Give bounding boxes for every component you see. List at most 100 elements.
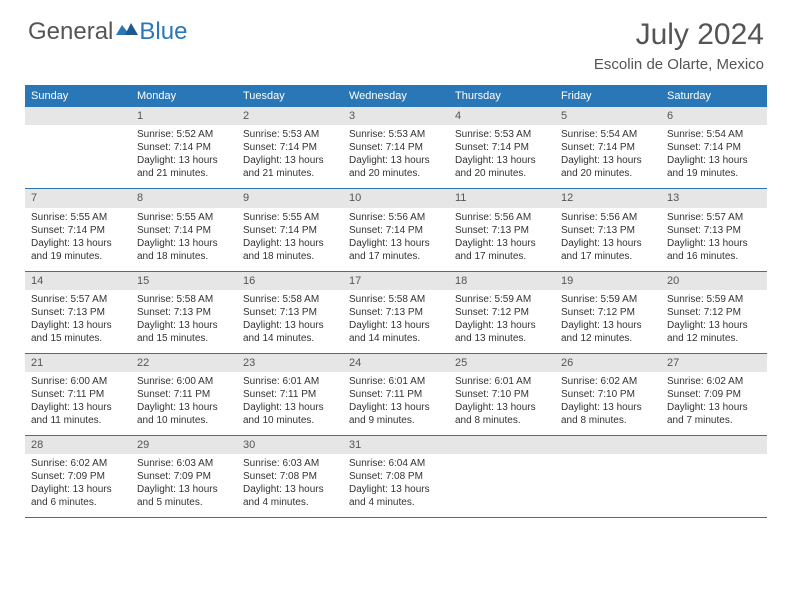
day-sunset: Sunset: 7:14 PM [243,141,337,154]
week-row: 7Sunrise: 5:55 AMSunset: 7:14 PMDaylight… [25,189,767,271]
day-info: Sunrise: 5:53 AMSunset: 7:14 PMDaylight:… [449,125,555,188]
calendar-table: Sunday Monday Tuesday Wednesday Thursday… [25,85,767,518]
day-number: 4 [449,107,555,125]
logo: General Blue [28,18,187,46]
day-header-row: Sunday Monday Tuesday Wednesday Thursday… [25,85,767,107]
day-sunrise: Sunrise: 5:55 AM [243,211,337,224]
day-info: Sunrise: 5:55 AMSunset: 7:14 PMDaylight:… [237,208,343,271]
day-sunrise: Sunrise: 6:02 AM [561,375,655,388]
day-info: Sunrise: 6:02 AMSunset: 7:10 PMDaylight:… [555,372,661,435]
day-daylight1: Daylight: 13 hours [561,237,655,250]
day-number: 26 [555,354,661,372]
day-sunset: Sunset: 7:13 PM [561,224,655,237]
day-daylight2: and 8 minutes. [561,414,655,427]
day-sunrise: Sunrise: 6:00 AM [137,375,231,388]
day-sunrise: Sunrise: 5:54 AM [667,128,761,141]
day-daylight1: Daylight: 13 hours [455,319,549,332]
day-sunrise: Sunrise: 5:55 AM [137,211,231,224]
logo-mark-icon [116,19,138,35]
day-sunset: Sunset: 7:13 PM [243,306,337,319]
day-info: Sunrise: 5:53 AMSunset: 7:14 PMDaylight:… [343,125,449,188]
day-daylight1: Daylight: 13 hours [667,319,761,332]
day-daylight1: Daylight: 13 hours [31,483,125,496]
day-daylight2: and 15 minutes. [137,332,231,345]
day-cell: 22Sunrise: 6:00 AMSunset: 7:11 PMDayligh… [131,353,237,435]
day-daylight1: Daylight: 13 hours [243,319,337,332]
day-header: Saturday [661,85,767,107]
day-sunrise: Sunrise: 5:53 AM [243,128,337,141]
day-sunrise: Sunrise: 6:02 AM [667,375,761,388]
day-daylight2: and 15 minutes. [31,332,125,345]
day-daylight2: and 19 minutes. [31,250,125,263]
week-row: 21Sunrise: 6:00 AMSunset: 7:11 PMDayligh… [25,353,767,435]
day-daylight2: and 14 minutes. [243,332,337,345]
day-daylight1: Daylight: 13 hours [137,319,231,332]
day-sunrise: Sunrise: 5:57 AM [31,293,125,306]
day-daylight2: and 21 minutes. [243,167,337,180]
day-sunrise: Sunrise: 5:56 AM [455,211,549,224]
day-daylight1: Daylight: 13 hours [349,319,443,332]
day-number: 25 [449,354,555,372]
day-info: Sunrise: 5:56 AMSunset: 7:13 PMDaylight:… [449,208,555,271]
day-sunset: Sunset: 7:14 PM [561,141,655,154]
day-sunrise: Sunrise: 5:53 AM [455,128,549,141]
day-number: 5 [555,107,661,125]
day-number: 12 [555,189,661,207]
day-daylight2: and 21 minutes. [137,167,231,180]
day-cell: 21Sunrise: 6:00 AMSunset: 7:11 PMDayligh… [25,353,131,435]
day-number: 31 [343,436,449,454]
day-sunset: Sunset: 7:14 PM [667,141,761,154]
day-number: 11 [449,189,555,207]
day-sunset: Sunset: 7:13 PM [667,224,761,237]
day-cell: 3Sunrise: 5:53 AMSunset: 7:14 PMDaylight… [343,107,449,189]
day-daylight1: Daylight: 13 hours [561,401,655,414]
day-info: Sunrise: 6:04 AMSunset: 7:08 PMDaylight:… [343,454,449,517]
day-sunset: Sunset: 7:14 PM [243,224,337,237]
title-block: July 2024 Escolin de Olarte, Mexico [594,18,764,73]
day-number: 6 [661,107,767,125]
day-daylight1: Daylight: 13 hours [31,319,125,332]
day-sunrise: Sunrise: 6:02 AM [31,457,125,470]
day-cell: 28Sunrise: 6:02 AMSunset: 7:09 PMDayligh… [25,436,131,518]
day-cell: 1Sunrise: 5:52 AMSunset: 7:14 PMDaylight… [131,107,237,189]
day-daylight1: Daylight: 13 hours [137,154,231,167]
day-number: 17 [343,272,449,290]
day-daylight1: Daylight: 13 hours [455,154,549,167]
logo-text-blue: Blue [139,18,187,46]
day-info: Sunrise: 5:55 AMSunset: 7:14 PMDaylight:… [131,208,237,271]
day-number: 18 [449,272,555,290]
day-daylight2: and 20 minutes. [455,167,549,180]
day-info: Sunrise: 5:55 AMSunset: 7:14 PMDaylight:… [25,208,131,271]
day-cell [449,436,555,518]
day-daylight2: and 13 minutes. [455,332,549,345]
day-daylight2: and 17 minutes. [455,250,549,263]
day-daylight2: and 4 minutes. [349,496,443,509]
week-row: 14Sunrise: 5:57 AMSunset: 7:13 PMDayligh… [25,271,767,353]
day-number: 24 [343,354,449,372]
day-sunset: Sunset: 7:09 PM [667,388,761,401]
day-daylight1: Daylight: 13 hours [243,483,337,496]
day-info: Sunrise: 5:57 AMSunset: 7:13 PMDaylight:… [661,208,767,271]
day-daylight2: and 12 minutes. [667,332,761,345]
day-cell: 14Sunrise: 5:57 AMSunset: 7:13 PMDayligh… [25,271,131,353]
day-number: 10 [343,189,449,207]
day-sunset: Sunset: 7:11 PM [137,388,231,401]
day-header: Monday [131,85,237,107]
day-cell: 23Sunrise: 6:01 AMSunset: 7:11 PMDayligh… [237,353,343,435]
day-info: Sunrise: 5:54 AMSunset: 7:14 PMDaylight:… [555,125,661,188]
day-sunset: Sunset: 7:10 PM [455,388,549,401]
day-cell: 13Sunrise: 5:57 AMSunset: 7:13 PMDayligh… [661,189,767,271]
day-cell: 20Sunrise: 5:59 AMSunset: 7:12 PMDayligh… [661,271,767,353]
day-number: 29 [131,436,237,454]
day-number: 13 [661,189,767,207]
day-daylight1: Daylight: 13 hours [137,483,231,496]
day-daylight1: Daylight: 13 hours [31,401,125,414]
day-info: Sunrise: 5:56 AMSunset: 7:13 PMDaylight:… [555,208,661,271]
day-info: Sunrise: 6:02 AMSunset: 7:09 PMDaylight:… [661,372,767,435]
day-daylight2: and 11 minutes. [31,414,125,427]
day-daylight2: and 12 minutes. [561,332,655,345]
day-info: Sunrise: 5:59 AMSunset: 7:12 PMDaylight:… [555,290,661,353]
day-cell: 18Sunrise: 5:59 AMSunset: 7:12 PMDayligh… [449,271,555,353]
day-sunrise: Sunrise: 5:58 AM [349,293,443,306]
day-sunset: Sunset: 7:13 PM [31,306,125,319]
